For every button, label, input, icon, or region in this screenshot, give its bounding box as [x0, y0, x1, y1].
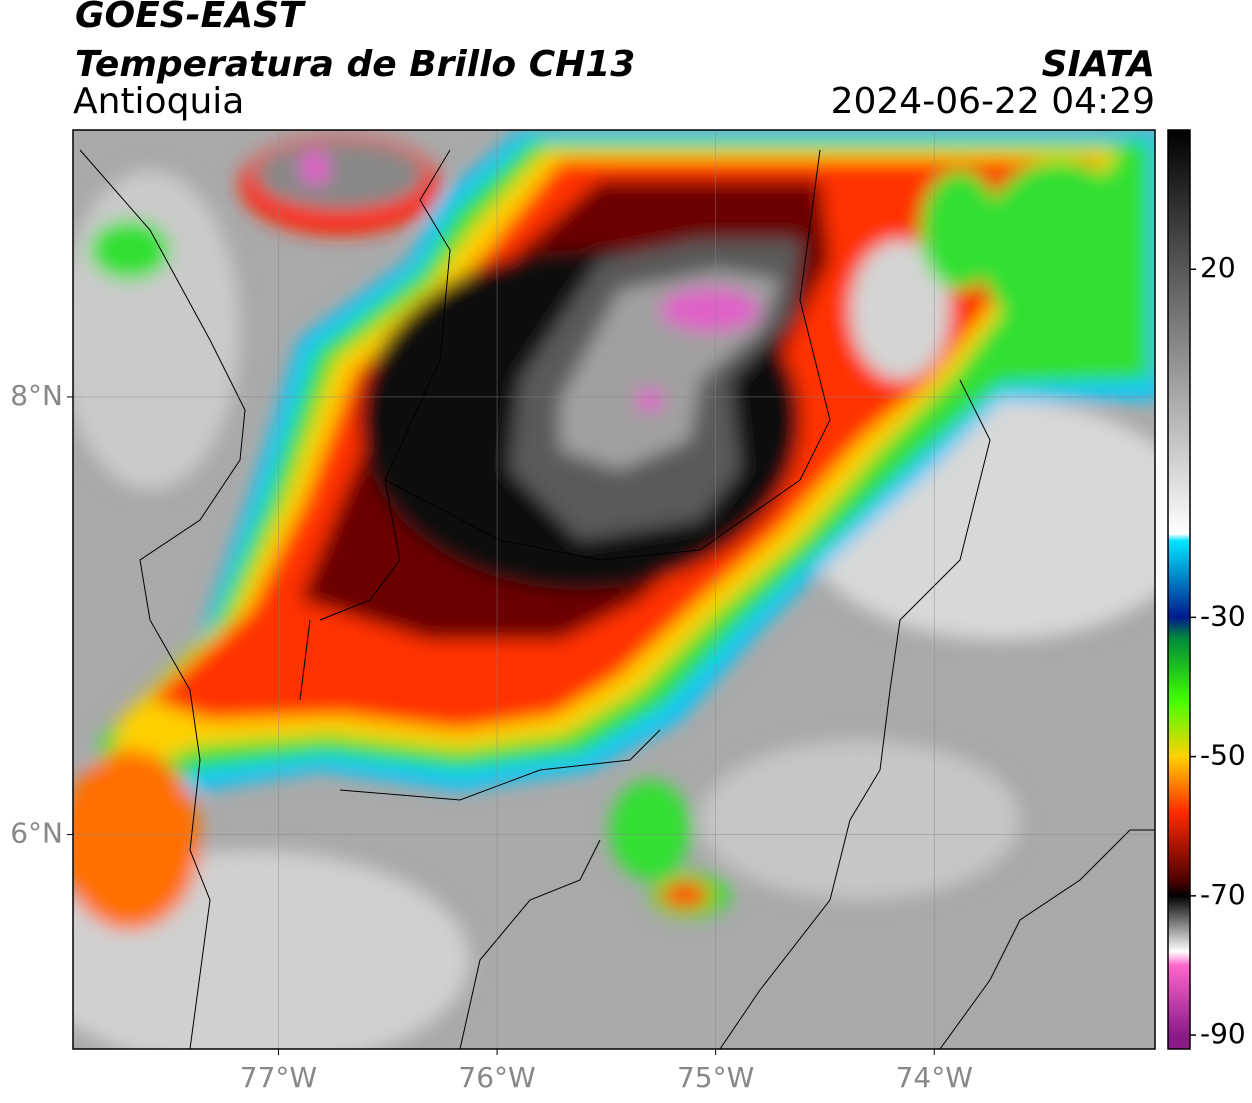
map-frame [72, 129, 1156, 1050]
colorbar-tick-label: -50 [1200, 739, 1246, 772]
lat-tick-label: 8°N [10, 379, 63, 412]
colorbar [1167, 129, 1191, 1050]
boundaries [79, 149, 1155, 1049]
title: GOES-EAST [75, 0, 306, 36]
colorbar-tick-label: -90 [1200, 1017, 1246, 1050]
imagery [73, 130, 1155, 1049]
lon-tick-label: 77°W [240, 1061, 317, 1094]
source: SIATA [1042, 44, 1155, 85]
lon-tick-label: 76°W [458, 1061, 535, 1094]
region: Antioquia [73, 81, 244, 122]
datetime: 2024-06-22 04:29 [831, 81, 1155, 122]
colorbar-tick-label: -70 [1200, 878, 1246, 911]
lat-tick-label: 6°N [10, 817, 63, 850]
grid [73, 130, 1155, 1049]
colorbar-tick-label: -30 [1200, 599, 1246, 632]
subtitle: Temperatura de Brillo CH13 [75, 44, 635, 85]
colorbar-tick-label: 20 [1200, 251, 1236, 284]
lon-tick-label: 75°W [677, 1061, 754, 1094]
lon-tick-label: 74°W [896, 1061, 973, 1094]
